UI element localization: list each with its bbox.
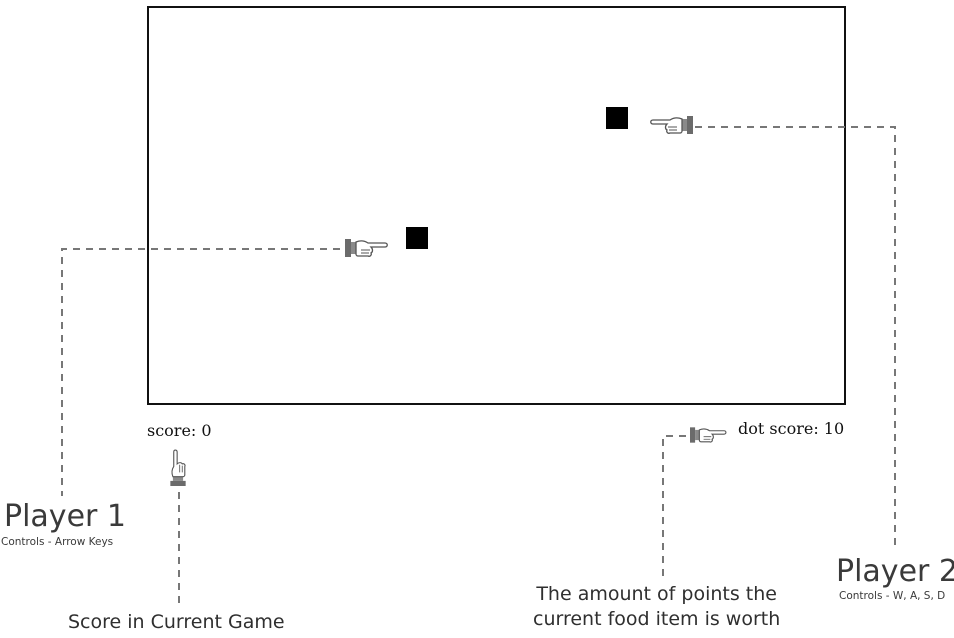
player1-pointing-hand-icon	[344, 238, 388, 258]
player2-snake-block	[606, 107, 628, 129]
player1-title: Player 1	[4, 499, 126, 534]
score-display: score: 0	[147, 421, 212, 440]
dot-score-pointing-hand-icon	[689, 426, 727, 444]
dot-score-note-line2: current food item is worth	[533, 607, 781, 630]
player2-pointing-hand-icon	[650, 115, 694, 135]
score-pointing-hand-icon	[169, 449, 187, 487]
player2-leader-line	[695, 126, 896, 545]
dot-score-display: dot score: 10	[738, 419, 845, 438]
player2-title: Player 2	[836, 554, 954, 589]
player1-controls: Controls - Arrow Keys	[1, 536, 114, 548]
player1-snake-block	[406, 227, 428, 249]
player1-leader-line	[61, 248, 340, 496]
player2-controls: Controls - W, A, S, D	[839, 590, 946, 602]
game-canvas	[147, 6, 846, 405]
score-note: Score in Current Game	[68, 611, 285, 633]
dot-score-leader-line	[662, 435, 686, 580]
dot-score-note-line1: The amount of points the	[536, 583, 777, 605]
dot-score-note: The amount of points the current food it…	[533, 582, 780, 631]
